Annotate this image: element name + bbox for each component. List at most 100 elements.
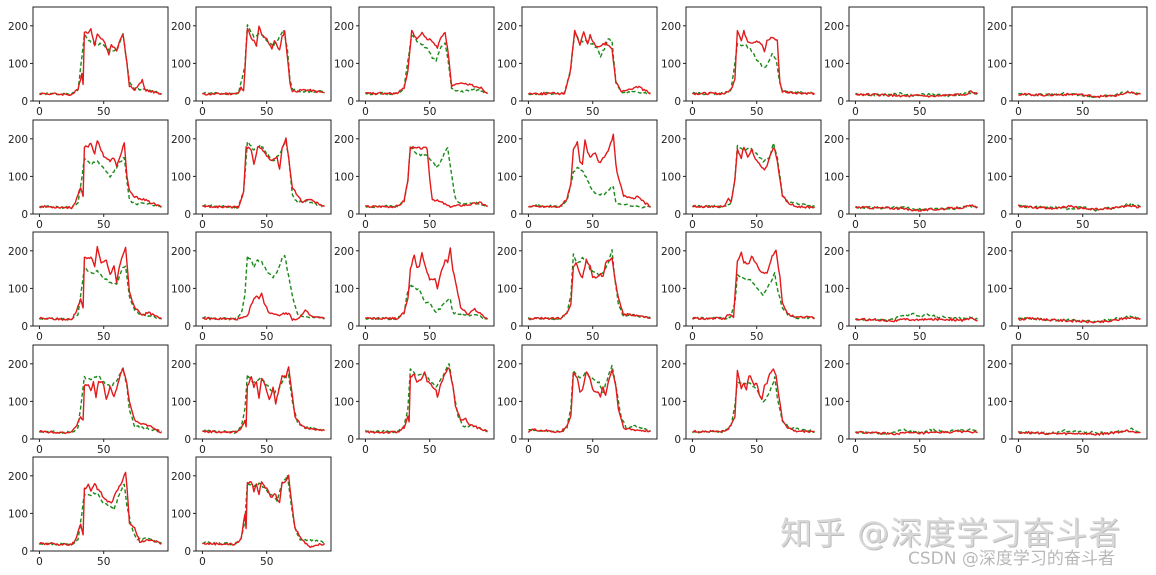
subplot-1-0: 0 100 200 0 50 xyxy=(8,119,169,231)
red-line xyxy=(365,367,489,434)
y-tick-label: 200 xyxy=(171,359,191,371)
y-tick-label: 200 xyxy=(661,246,681,258)
red-line xyxy=(38,245,163,321)
red-line xyxy=(854,430,978,436)
x-tick-label: 0 xyxy=(199,556,206,568)
green-line xyxy=(364,34,489,96)
green-line xyxy=(691,43,815,96)
axes-frame xyxy=(32,6,169,102)
subplot-0-4: 0 100 200 0 50 xyxy=(661,6,822,118)
axes-frame xyxy=(685,6,822,102)
y-tick-label: 0 xyxy=(347,321,354,333)
subplot-0-6: 0 100 200 0 50 xyxy=(987,6,1148,118)
y-tick-label: 0 xyxy=(184,434,191,446)
y-tick-label: 100 xyxy=(497,58,517,70)
y-tick-label: 100 xyxy=(8,396,28,408)
x-tick-label: 0 xyxy=(362,106,369,118)
x-tick-label: 50 xyxy=(260,331,273,343)
x-tick-label: 0 xyxy=(525,219,532,231)
y-tick-label: 200 xyxy=(171,134,191,146)
y-tick-label: 200 xyxy=(334,359,354,371)
subplot-2-5: 0 100 200 0 50 xyxy=(824,231,985,343)
green-line xyxy=(39,33,162,97)
y-tick-label: 100 xyxy=(8,171,28,183)
x-tick-label: 50 xyxy=(913,106,926,118)
y-tick-label: 0 xyxy=(184,546,191,558)
subplot-1-4: 0 100 200 0 50 xyxy=(661,119,822,231)
y-tick-label: 100 xyxy=(497,396,517,408)
y-tick-label: 0 xyxy=(184,209,191,221)
red-line xyxy=(365,247,489,321)
x-tick-label: 0 xyxy=(852,331,859,343)
y-tick-label: 200 xyxy=(497,359,517,371)
green-line xyxy=(39,265,162,321)
x-tick-label: 50 xyxy=(1076,331,1089,343)
x-tick-label: 50 xyxy=(423,444,436,456)
axes-frame xyxy=(32,456,169,552)
green-line xyxy=(39,157,162,210)
y-tick-label: 0 xyxy=(347,96,354,108)
subplot-3-5: 0 100 200 0 50 xyxy=(824,344,985,456)
y-tick-label: 100 xyxy=(987,283,1007,295)
subplot-3-1: 0 100 200 0 50 xyxy=(171,344,332,456)
axes-frame xyxy=(358,231,495,327)
axes-frame xyxy=(1011,344,1148,440)
subplot-2-3: 0 100 200 0 50 xyxy=(497,231,658,343)
axes-frame xyxy=(848,231,985,327)
subplot-1-3: 0 100 200 0 50 xyxy=(497,119,658,231)
subplot-3-6: 0 100 200 0 50 xyxy=(987,344,1148,456)
y-tick-label: 100 xyxy=(8,283,28,295)
y-tick-label: 200 xyxy=(824,359,844,371)
y-tick-label: 200 xyxy=(661,21,681,33)
y-tick-label: 200 xyxy=(987,21,1007,33)
x-tick-label: 0 xyxy=(1015,331,1022,343)
subplot-1-2: 0 100 200 0 50 xyxy=(334,119,495,231)
green-line xyxy=(528,364,651,433)
axes-frame xyxy=(195,456,332,552)
y-tick-label: 200 xyxy=(334,21,354,33)
y-tick-label: 0 xyxy=(347,209,354,221)
subplot-3-3: 0 100 200 0 50 xyxy=(497,344,658,456)
y-tick-label: 200 xyxy=(8,21,28,33)
y-tick-label: 100 xyxy=(334,283,354,295)
y-tick-label: 100 xyxy=(987,58,1007,70)
axes-frame xyxy=(195,6,332,102)
y-tick-label: 200 xyxy=(824,246,844,258)
red-line xyxy=(692,146,815,209)
x-tick-label: 50 xyxy=(1076,106,1089,118)
y-tick-label: 0 xyxy=(674,96,681,108)
subplot-2-0: 0 100 200 0 50 xyxy=(8,231,169,343)
axes-frame xyxy=(195,344,332,440)
y-tick-label: 100 xyxy=(171,508,191,520)
y-tick-label: 200 xyxy=(334,134,354,146)
red-line xyxy=(854,90,979,98)
y-tick-label: 0 xyxy=(184,96,191,108)
subplot-1-5: 0 100 200 0 50 xyxy=(824,119,985,231)
y-tick-label: 0 xyxy=(184,321,191,333)
x-tick-label: 50 xyxy=(423,219,436,231)
axes-frame xyxy=(32,119,169,215)
x-tick-label: 50 xyxy=(586,331,599,343)
y-tick-label: 0 xyxy=(1000,209,1007,221)
x-tick-label: 50 xyxy=(97,331,110,343)
y-tick-label: 200 xyxy=(8,359,28,371)
red-line xyxy=(202,137,325,209)
x-tick-label: 50 xyxy=(97,556,110,568)
subplot-2-1: 0 100 200 0 50 xyxy=(171,231,332,343)
red-line xyxy=(202,474,326,549)
axes-frame xyxy=(521,119,658,215)
y-tick-label: 100 xyxy=(8,508,28,520)
green-line xyxy=(39,483,162,546)
y-tick-label: 0 xyxy=(510,96,517,108)
y-tick-label: 100 xyxy=(824,283,844,295)
y-tick-label: 200 xyxy=(171,21,191,33)
x-tick-label: 50 xyxy=(750,331,763,343)
y-tick-label: 0 xyxy=(21,546,28,558)
red-line xyxy=(202,292,325,321)
axes-frame xyxy=(1011,231,1148,327)
x-tick-label: 0 xyxy=(199,106,206,118)
x-tick-label: 50 xyxy=(913,219,926,231)
x-tick-label: 0 xyxy=(525,331,532,343)
y-tick-label: 200 xyxy=(661,134,681,146)
